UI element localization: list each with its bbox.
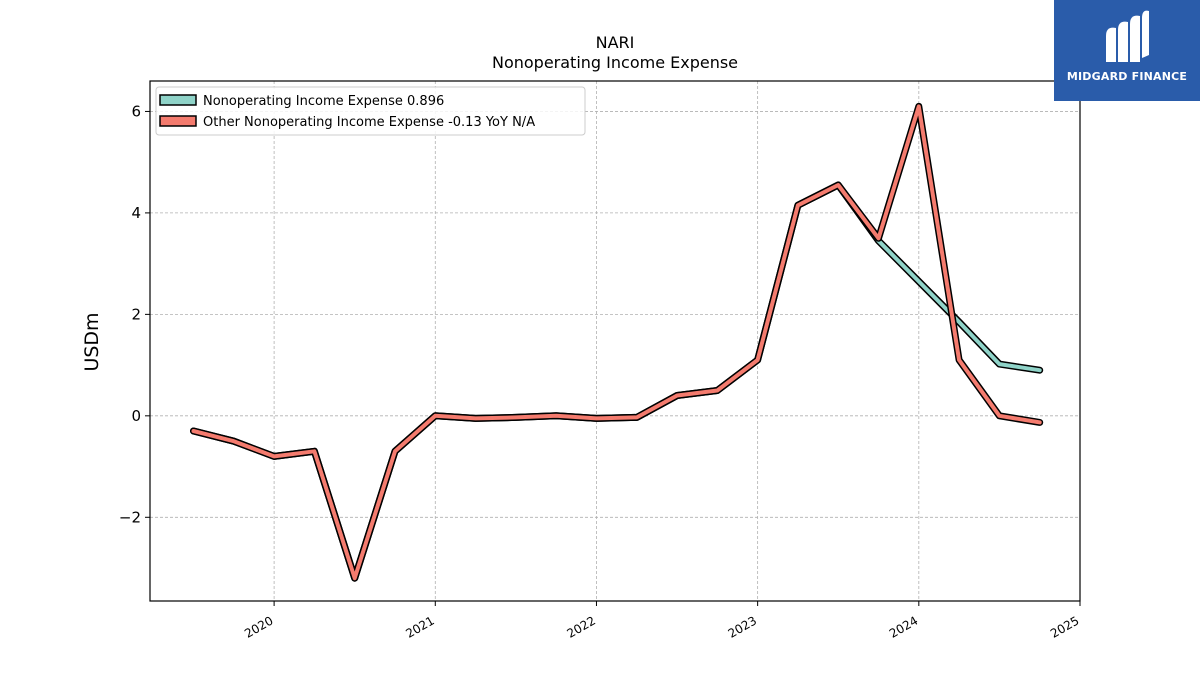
x-axis-ticks: 2020 2021 2022 2023 2024 2025 <box>242 601 1082 641</box>
y-axis-label: USDm <box>81 312 103 371</box>
chart-subtitle: Nonoperating Income Expense <box>492 53 738 72</box>
grid-lines <box>150 81 1081 601</box>
x-tick-label: 2020 <box>242 613 275 640</box>
legend-label-1: Other Nonoperating Income Expense -0.13 … <box>203 115 535 130</box>
x-tick-label: 2021 <box>403 613 436 640</box>
series-line-outline-0 <box>190 181 1044 582</box>
x-tick-label: 2024 <box>887 613 920 640</box>
legend-label-0: Nonoperating Income Expense 0.896 <box>203 94 444 109</box>
legend-box <box>155 86 586 136</box>
series-layer <box>190 102 1044 582</box>
y-tick-label: −2 <box>119 508 141 526</box>
y-tick-label: 4 <box>131 204 141 222</box>
series-line-outline-1 <box>190 102 1044 582</box>
series-line-0 <box>191 183 1042 581</box>
y-tick-label: 0 <box>131 407 141 425</box>
midgard-logo-icon <box>1106 10 1149 62</box>
y-tick-label: 2 <box>131 305 141 323</box>
x-tick-label: 2025 <box>1048 613 1081 640</box>
chart-title: NARI <box>596 33 635 52</box>
brand-name: MIDGARD FINANCE <box>1066 70 1188 83</box>
legend-swatch-1 <box>159 115 197 127</box>
x-tick-label: 2022 <box>565 613 598 640</box>
legend: Nonoperating Income Expense 0.896 Other … <box>155 86 586 136</box>
legend-swatch-0 <box>159 94 197 106</box>
y-axis-ticks: −2 0 2 4 6 <box>119 102 150 526</box>
plot-frame <box>149 80 1081 602</box>
brand-logo: MIDGARD FINANCE <box>1054 0 1200 101</box>
series-line-1 <box>191 104 1042 581</box>
x-tick-label: 2023 <box>726 613 759 640</box>
y-tick-label: 6 <box>131 102 141 120</box>
